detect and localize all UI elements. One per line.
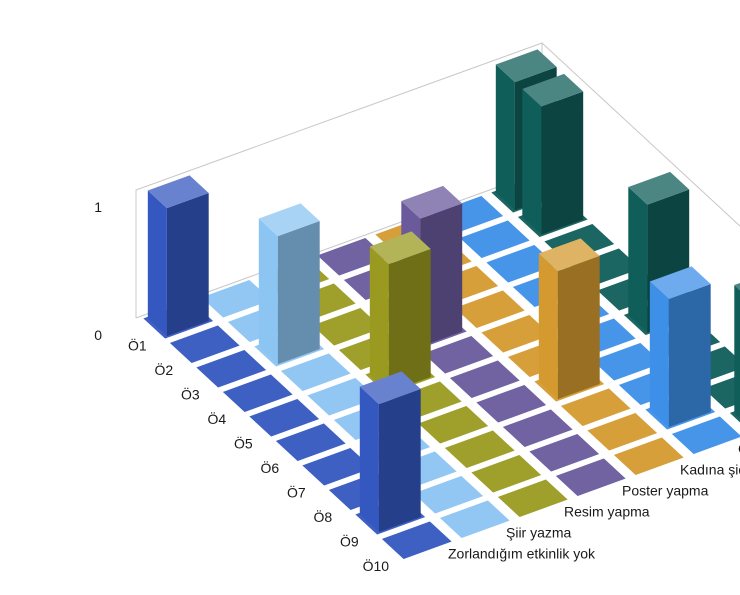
- bar: [369, 231, 431, 393]
- series-label: Zorlandığım etkinlik yok: [448, 546, 596, 562]
- series-label: Resim yapma: [564, 504, 650, 520]
- category-label: Ö5: [234, 434, 253, 451]
- floor-tile: [221, 373, 294, 413]
- floor-tile: [528, 433, 601, 473]
- floor-tile: [195, 349, 268, 389]
- floor-tile: [443, 429, 516, 469]
- series-labels: Zorlandığım etkinlik yok Şiir yazma Resim …: [448, 441, 740, 562]
- category-label: Ö9: [340, 532, 359, 549]
- bar: [147, 175, 209, 337]
- floor-tile: [554, 457, 627, 497]
- category-label: Ö2: [154, 361, 173, 378]
- series-label: Grup çalışması: [738, 441, 740, 457]
- floor-tile: [496, 478, 569, 518]
- bars: [147, 49, 740, 533]
- category-label: Ö1: [128, 336, 147, 353]
- floor-tile: [586, 412, 659, 452]
- y-tick-label: 1: [94, 199, 102, 215]
- y-tick-label: 0: [94, 327, 102, 343]
- y-axis-ticks: 01: [94, 199, 102, 343]
- floor-tile: [559, 387, 632, 427]
- category-label: Ö3: [181, 385, 200, 402]
- floor-tile: [612, 436, 685, 476]
- back-wall-edge: [541, 42, 740, 227]
- floor-tile: [670, 415, 740, 455]
- series-label: Poster yapma: [622, 483, 709, 499]
- bar: [359, 371, 421, 533]
- series-label: Şiir yazma: [506, 525, 572, 541]
- bar: [258, 203, 320, 365]
- floor-tile: [438, 499, 511, 539]
- floor-tile: [380, 520, 453, 560]
- floor-tile: [448, 359, 521, 399]
- floor-tile: [458, 219, 531, 259]
- floor-tile: [168, 324, 241, 364]
- floor-tile: [501, 408, 574, 448]
- floor-tile: [279, 352, 352, 392]
- bar: [522, 73, 584, 235]
- category-label: Ö4: [207, 410, 226, 427]
- category-label: Ö6: [260, 459, 279, 476]
- floor-tile: [274, 422, 347, 462]
- floor-tile: [422, 335, 495, 375]
- bar: [734, 282, 740, 419]
- floor-tile: [417, 405, 490, 445]
- floor-tile: [248, 398, 321, 438]
- category-label: Ö10: [363, 557, 390, 574]
- bar: [649, 266, 711, 428]
- bar: [538, 238, 600, 400]
- floor-tile: [453, 289, 526, 329]
- category-label: Ö8: [313, 508, 332, 525]
- series-label: Kadına şiddet drama: [680, 462, 740, 478]
- floor-tile: [412, 475, 485, 515]
- category-label: Ö7: [287, 483, 306, 500]
- floor-tile: [470, 454, 543, 494]
- floor-tile: [475, 384, 548, 424]
